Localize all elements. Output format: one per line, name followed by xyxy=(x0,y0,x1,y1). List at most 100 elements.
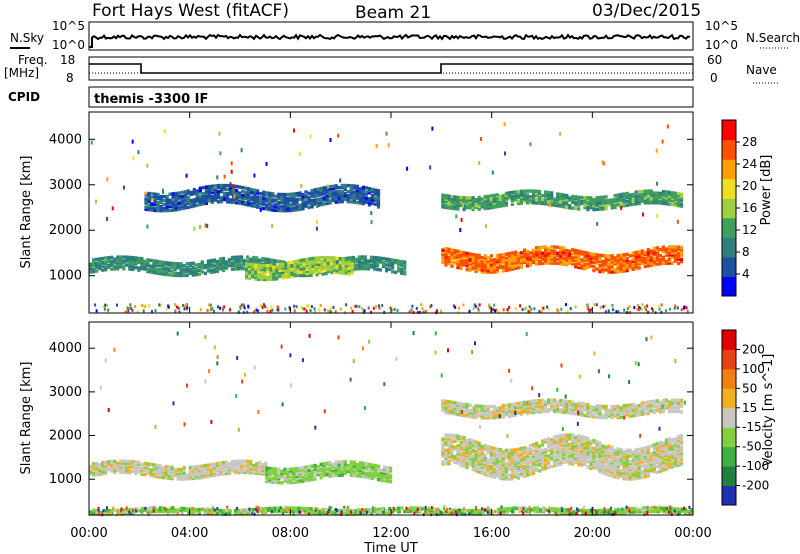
power-cells-cell xyxy=(501,194,505,198)
velocity-cells-cell xyxy=(125,467,129,471)
power-cells-cell xyxy=(305,267,309,271)
power-cells-cell xyxy=(278,274,282,279)
power-cells-cell xyxy=(219,187,224,192)
power-cells-cell xyxy=(280,200,284,205)
velocity-cells-cell xyxy=(658,440,662,445)
power-cells-cell xyxy=(314,270,318,274)
velocity-cells-cell xyxy=(501,450,505,454)
power-cells-cell xyxy=(177,207,181,211)
power-cells-cell xyxy=(592,254,596,259)
power-cells-cell xyxy=(225,187,230,192)
velocity-cells-cell xyxy=(547,448,551,452)
power-cells-cell xyxy=(598,195,602,200)
power-cells-cell xyxy=(179,266,183,270)
velocity-cells-cell xyxy=(495,453,499,457)
power-cells-cell xyxy=(331,188,335,192)
velocity-cells-cell xyxy=(471,409,475,413)
power-cells-cell xyxy=(553,201,557,205)
velocity-cells-cell xyxy=(528,405,533,409)
velocity-cells-cell xyxy=(507,450,511,454)
velocity-cells-cell xyxy=(610,451,614,455)
velocity-cells-cell xyxy=(565,450,569,454)
velocity-cells-cell xyxy=(655,408,659,412)
power-cells-cell xyxy=(658,260,662,264)
power-cells-sparse xyxy=(111,206,114,211)
power-cells-cell xyxy=(113,261,117,265)
power-cells-noise xyxy=(611,304,614,307)
power-cells-cell xyxy=(586,263,590,268)
power-cells-cell xyxy=(598,205,602,209)
power-cells-cell xyxy=(562,248,566,252)
power-cells-cell xyxy=(550,249,554,253)
velocity-cells-cell xyxy=(538,453,542,458)
velocity-cells-cell xyxy=(203,463,207,468)
velocity-cells-cell xyxy=(477,410,481,414)
velocity-cells-cell xyxy=(450,447,454,451)
velocity-cells-cell xyxy=(661,451,665,455)
velocity-cells-cell xyxy=(203,475,207,479)
power-cells-cell xyxy=(164,270,168,275)
power-cells-cell xyxy=(354,265,358,269)
power-cells-cell xyxy=(592,268,596,273)
power-cells-cell xyxy=(168,202,172,206)
power-cells-cell xyxy=(153,206,157,211)
velocity-cells-cell xyxy=(386,473,390,478)
power-cells-cell xyxy=(507,253,511,258)
power-cells-cell xyxy=(194,269,198,273)
power-cells-cell xyxy=(483,197,487,201)
velocity-cells-cell xyxy=(480,471,484,475)
power-cells-cell xyxy=(375,263,380,268)
power-cells-cell xyxy=(283,196,287,201)
power-cells-cell xyxy=(316,189,320,193)
velocity-cells-cell xyxy=(580,457,584,462)
velocity-cells-cell xyxy=(547,465,551,470)
velocity-cells-cell xyxy=(227,471,232,475)
velocity-cells-cell xyxy=(637,451,641,455)
power-cells-cell xyxy=(658,247,662,252)
power-cells-cell xyxy=(619,267,623,272)
velocity-cells-cell xyxy=(221,461,226,465)
velocity-cells-cell xyxy=(447,454,451,458)
power-cells-cell xyxy=(216,194,220,198)
velocity-cells-cell xyxy=(616,458,620,463)
velocity-cells-cell xyxy=(586,436,590,441)
velocity-cells-cell xyxy=(565,452,569,456)
power-cells-cell xyxy=(153,196,157,200)
velocity-cells-cell xyxy=(261,472,265,476)
power-cells-cell xyxy=(298,197,302,201)
power-cells-cell xyxy=(565,203,569,207)
power-cells-cell xyxy=(340,196,344,200)
velocity-cells-cell xyxy=(601,459,605,464)
power-cells-cell xyxy=(400,263,404,268)
velocity-cells-cell xyxy=(586,465,590,469)
velocity-cells-cell xyxy=(646,411,650,415)
velocity-cells-cell xyxy=(676,446,681,450)
power-cells-cell xyxy=(227,263,232,268)
velocity-cells-cell xyxy=(137,460,141,465)
power-cells-cell xyxy=(192,188,196,192)
power-cells-cell xyxy=(607,268,611,272)
power-cells-cell xyxy=(284,269,288,274)
velocity-cells-cell xyxy=(535,402,539,407)
power-cells-sparse xyxy=(503,122,506,127)
power-cells-cell xyxy=(655,254,659,258)
velocity-cells-cell xyxy=(316,470,320,475)
power-cells-cell xyxy=(519,259,524,263)
power-cells-cell xyxy=(559,258,563,262)
velocity-cells-cell xyxy=(370,469,375,473)
power-cells-cell xyxy=(253,200,257,205)
power-cells-cell xyxy=(535,258,539,262)
velocity-cells-cell xyxy=(477,404,481,408)
velocity-cells-cell xyxy=(583,441,587,445)
velocity-cells-cell xyxy=(249,461,253,466)
power-cells-cell xyxy=(652,191,656,195)
power-cells-cell xyxy=(310,201,314,205)
power-cells-cell xyxy=(224,264,229,268)
power-cells-cell xyxy=(565,263,569,267)
power-cells-cell xyxy=(577,255,581,259)
power-cells-cell xyxy=(673,249,678,253)
power-cells-cell xyxy=(296,265,300,269)
power-cells-cell xyxy=(149,264,153,268)
velocity-cells-cell xyxy=(631,458,635,462)
